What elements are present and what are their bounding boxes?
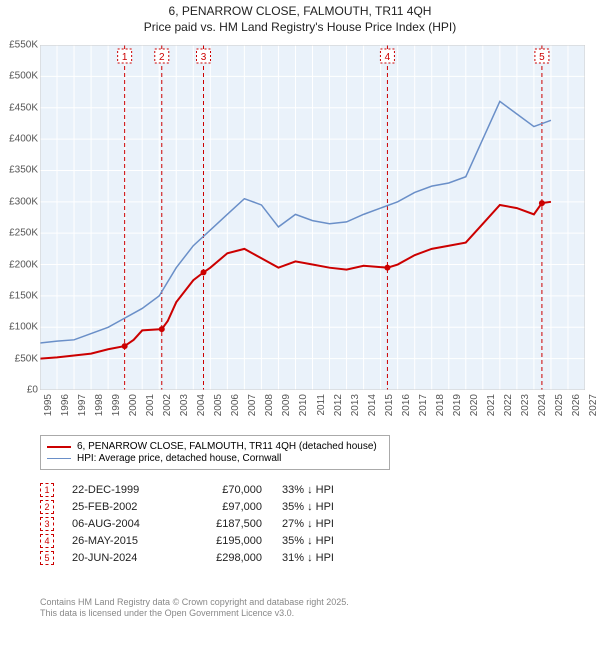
y-tick-label: £0 bbox=[27, 385, 38, 396]
sale-marker-num: 2 bbox=[40, 500, 54, 514]
marker-lines: 1 2 3 4 5 bbox=[118, 45, 549, 390]
sale-price: £298,000 bbox=[182, 552, 262, 564]
x-tick-label: 2005 bbox=[213, 394, 224, 416]
y-axis: £0£50K£100K£150K£200K£250K£300K£350K£400… bbox=[0, 45, 40, 390]
y-tick-label: £100K bbox=[9, 322, 38, 333]
y-tick-label: £350K bbox=[9, 165, 38, 176]
sales-table-row: 3 06-AUG-2004£187,500 27% ↓ HPI bbox=[40, 517, 440, 531]
x-tick-label: 2019 bbox=[452, 394, 463, 416]
y-tick-label: £150K bbox=[9, 290, 38, 301]
sale-marker-num: 5 bbox=[40, 551, 54, 565]
sale-price: £187,500 bbox=[182, 518, 262, 530]
sale-pct: 31% ↓ HPI bbox=[282, 552, 362, 564]
sale-pct: 35% ↓ HPI bbox=[282, 501, 362, 513]
legend-swatch bbox=[47, 446, 71, 448]
x-tick-label: 2007 bbox=[247, 394, 258, 416]
legend-item: 6, PENARROW CLOSE, FALMOUTH, TR11 4QH (d… bbox=[47, 441, 383, 452]
x-tick-label: 2011 bbox=[316, 394, 327, 416]
x-tick-label: 2006 bbox=[230, 394, 241, 416]
sale-marker-num: 4 bbox=[40, 534, 54, 548]
x-tick-label: 2020 bbox=[469, 394, 480, 416]
x-tick-label: 1997 bbox=[77, 394, 88, 416]
sale-pct: 35% ↓ HPI bbox=[282, 535, 362, 547]
sale-marker-num: 3 bbox=[40, 517, 54, 531]
svg-text:5: 5 bbox=[539, 52, 545, 63]
chart-title: 6, PENARROW CLOSE, FALMOUTH, TR11 4QH Pr… bbox=[0, 0, 600, 35]
x-tick-label: 2026 bbox=[571, 394, 582, 416]
sales-table-row: 1 22-DEC-1999£70,000 33% ↓ HPI bbox=[40, 483, 440, 497]
footnote-line-1: Contains HM Land Registry data © Crown c… bbox=[40, 597, 349, 609]
x-tick-label: 2015 bbox=[384, 394, 395, 416]
y-tick-label: £450K bbox=[9, 102, 38, 113]
sale-date: 25-FEB-2002 bbox=[72, 501, 182, 513]
x-tick-label: 2025 bbox=[554, 394, 565, 416]
footnote-line-2: This data is licensed under the Open Gov… bbox=[40, 608, 349, 620]
x-tick-label: 2017 bbox=[418, 394, 429, 416]
x-tick-label: 1998 bbox=[94, 394, 105, 416]
y-tick-label: £500K bbox=[9, 71, 38, 82]
sale-pct: 27% ↓ HPI bbox=[282, 518, 362, 530]
title-line-2: Price paid vs. HM Land Registry's House … bbox=[0, 20, 600, 36]
y-tick-label: £300K bbox=[9, 196, 38, 207]
x-tick-label: 2022 bbox=[503, 394, 514, 416]
sale-price: £97,000 bbox=[182, 501, 262, 513]
y-tick-label: £400K bbox=[9, 134, 38, 145]
grid bbox=[40, 45, 585, 390]
x-tick-label: 2010 bbox=[298, 394, 309, 416]
sale-date: 22-DEC-1999 bbox=[72, 484, 182, 496]
legend-item: HPI: Average price, detached house, Corn… bbox=[47, 453, 383, 464]
legend-label: HPI: Average price, detached house, Corn… bbox=[77, 453, 281, 464]
x-tick-label: 2024 bbox=[537, 394, 548, 416]
title-line-1: 6, PENARROW CLOSE, FALMOUTH, TR11 4QH bbox=[0, 4, 600, 20]
y-tick-label: £250K bbox=[9, 228, 38, 239]
svg-text:2: 2 bbox=[159, 52, 165, 63]
x-tick-label: 1996 bbox=[60, 394, 71, 416]
x-tick-label: 2027 bbox=[588, 394, 599, 416]
x-axis: 1995 1996 1997 1998 1999 2000 2001 2002 2003 2004… bbox=[40, 392, 585, 432]
y-tick-label: £50K bbox=[15, 353, 38, 364]
x-tick-label: 2021 bbox=[486, 394, 497, 416]
sales-table-row: 5 20-JUN-2024£298,000 31% ↓ HPI bbox=[40, 551, 440, 565]
legend-swatch bbox=[47, 458, 71, 459]
sales-table: 1 22-DEC-1999£70,000 33% ↓ HPI 2 25-FEB-2002… bbox=[40, 480, 440, 568]
chart-container: 6, PENARROW CLOSE, FALMOUTH, TR11 4QH Pr… bbox=[0, 0, 600, 650]
sales-table-row: 2 25-FEB-2002£97,000 35% ↓ HPI bbox=[40, 500, 440, 514]
sale-price: £195,000 bbox=[182, 535, 262, 547]
x-tick-label: 2003 bbox=[179, 394, 190, 416]
x-tick-label: 2012 bbox=[333, 394, 344, 416]
svg-text:1: 1 bbox=[122, 52, 128, 63]
x-tick-label: 2004 bbox=[196, 394, 207, 416]
x-tick-label: 2002 bbox=[162, 394, 173, 416]
y-tick-label: £550K bbox=[9, 40, 38, 51]
sale-pct: 33% ↓ HPI bbox=[282, 484, 362, 496]
footnote: Contains HM Land Registry data © Crown c… bbox=[40, 597, 349, 620]
x-tick-label: 2014 bbox=[367, 394, 378, 416]
sale-marker-num: 1 bbox=[40, 483, 54, 497]
svg-text:3: 3 bbox=[201, 52, 207, 63]
sales-table-row: 4 26-MAY-2015£195,000 35% ↓ HPI bbox=[40, 534, 440, 548]
x-tick-label: 2000 bbox=[128, 394, 139, 416]
x-tick-label: 2001 bbox=[145, 394, 156, 416]
x-tick-label: 1995 bbox=[43, 394, 54, 416]
plot-svg: 1 2 3 4 5 bbox=[40, 45, 585, 390]
legend: 6, PENARROW CLOSE, FALMOUTH, TR11 4QH (d… bbox=[40, 435, 390, 470]
x-tick-label: 2016 bbox=[401, 394, 412, 416]
x-tick-label: 1999 bbox=[111, 394, 122, 416]
x-tick-label: 2018 bbox=[435, 394, 446, 416]
x-tick-label: 2023 bbox=[520, 394, 531, 416]
plot-area: 1 2 3 4 5 bbox=[40, 45, 585, 390]
y-tick-label: £200K bbox=[9, 259, 38, 270]
sale-price: £70,000 bbox=[182, 484, 262, 496]
sale-date: 20-JUN-2024 bbox=[72, 552, 182, 564]
sale-date: 26-MAY-2015 bbox=[72, 535, 182, 547]
x-tick-label: 2013 bbox=[350, 394, 361, 416]
legend-label: 6, PENARROW CLOSE, FALMOUTH, TR11 4QH (d… bbox=[77, 441, 377, 452]
x-tick-label: 2008 bbox=[264, 394, 275, 416]
sale-date: 06-AUG-2004 bbox=[72, 518, 182, 530]
x-tick-label: 2009 bbox=[281, 394, 292, 416]
svg-text:4: 4 bbox=[385, 52, 391, 63]
